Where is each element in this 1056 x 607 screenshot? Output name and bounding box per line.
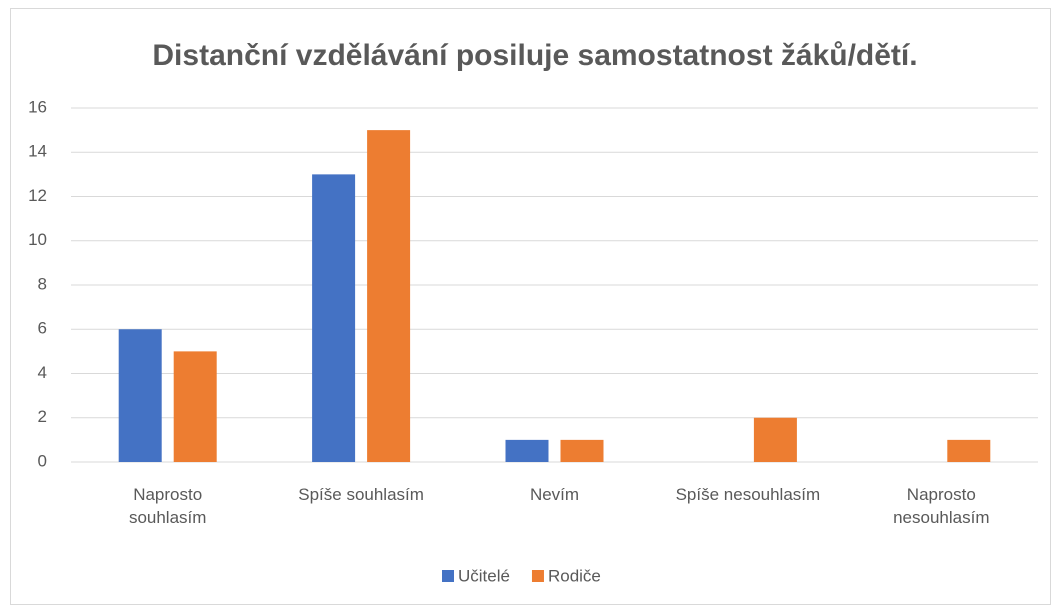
bar bbox=[173, 351, 217, 462]
x-tick-label: Spíše souhlasím bbox=[298, 485, 424, 504]
x-tick-label: Naprosto nesouhlasím bbox=[893, 485, 990, 527]
legend-swatch bbox=[531, 570, 544, 582]
y-tick-label: 4 bbox=[38, 363, 47, 382]
y-tick-label: 8 bbox=[38, 274, 47, 293]
y-tick-label: 0 bbox=[38, 451, 47, 470]
bar bbox=[118, 329, 162, 462]
bar bbox=[367, 130, 411, 462]
legend-swatch bbox=[442, 570, 454, 582]
y-tick-label: 10 bbox=[28, 230, 47, 249]
bar bbox=[312, 174, 356, 462]
chart-title: Distanční vzdělávání posiluje samostatno… bbox=[152, 39, 917, 72]
bar bbox=[947, 439, 991, 462]
x-tick-label: Nevím bbox=[529, 485, 580, 504]
bar bbox=[753, 417, 797, 462]
x-tick-label: Naprosto souhlasím bbox=[128, 485, 207, 527]
bar bbox=[505, 439, 549, 462]
y-tick-label: 16 bbox=[28, 97, 47, 116]
x-tick-label: Spíše nesouhlasím bbox=[675, 485, 821, 504]
y-tick-label: 6 bbox=[38, 319, 47, 338]
y-tick-label: 12 bbox=[28, 186, 47, 205]
y-tick-label: 2 bbox=[38, 407, 47, 426]
legend-label: Učitelé bbox=[458, 566, 510, 585]
legend-label: Rodiče bbox=[548, 566, 601, 585]
bar bbox=[560, 439, 604, 462]
y-tick-label: 14 bbox=[28, 142, 47, 161]
